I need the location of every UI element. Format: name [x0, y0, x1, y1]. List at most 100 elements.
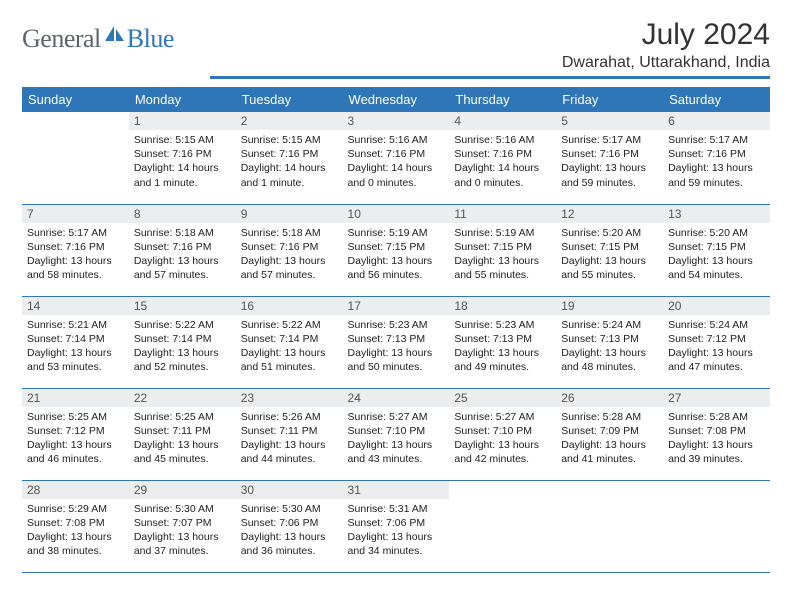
day-cell: 9Sunrise: 5:18 AMSunset: 7:16 PMDaylight… — [236, 204, 343, 296]
day-info: Sunrise: 5:27 AMSunset: 7:10 PMDaylight:… — [449, 407, 556, 472]
day-number: 15 — [129, 297, 236, 315]
day-number: 4 — [449, 112, 556, 130]
day-cell: 30Sunrise: 5:30 AMSunset: 7:06 PMDayligh… — [236, 480, 343, 572]
day-cell: 18Sunrise: 5:23 AMSunset: 7:13 PMDayligh… — [449, 296, 556, 388]
day-info: Sunrise: 5:23 AMSunset: 7:13 PMDaylight:… — [449, 315, 556, 380]
weekday-header: Wednesday — [343, 87, 450, 112]
day-number: 14 — [22, 297, 129, 315]
day-info: Sunrise: 5:22 AMSunset: 7:14 PMDaylight:… — [236, 315, 343, 380]
brand-part-2: Blue — [127, 24, 174, 54]
calendar-row: 14Sunrise: 5:21 AMSunset: 7:14 PMDayligh… — [22, 296, 770, 388]
day-number: 3 — [343, 112, 450, 130]
day-cell: 17Sunrise: 5:23 AMSunset: 7:13 PMDayligh… — [343, 296, 450, 388]
day-number: 21 — [22, 389, 129, 407]
day-cell: 26Sunrise: 5:28 AMSunset: 7:09 PMDayligh… — [556, 388, 663, 480]
day-number: 29 — [129, 481, 236, 499]
day-info: Sunrise: 5:21 AMSunset: 7:14 PMDaylight:… — [22, 315, 129, 380]
day-cell: 4Sunrise: 5:16 AMSunset: 7:16 PMDaylight… — [449, 112, 556, 204]
day-info: Sunrise: 5:16 AMSunset: 7:16 PMDaylight:… — [449, 130, 556, 195]
empty-cell: . — [22, 112, 129, 204]
day-cell: 19Sunrise: 5:24 AMSunset: 7:13 PMDayligh… — [556, 296, 663, 388]
brand-part-1: General — [22, 24, 101, 54]
month-title: July 2024 — [210, 18, 770, 52]
day-info: Sunrise: 5:18 AMSunset: 7:16 PMDaylight:… — [129, 223, 236, 288]
calendar-row: .1Sunrise: 5:15 AMSunset: 7:16 PMDayligh… — [22, 112, 770, 204]
day-info: Sunrise: 5:18 AMSunset: 7:16 PMDaylight:… — [236, 223, 343, 288]
day-cell: 21Sunrise: 5:25 AMSunset: 7:12 PMDayligh… — [22, 388, 129, 480]
calendar-row: 21Sunrise: 5:25 AMSunset: 7:12 PMDayligh… — [22, 388, 770, 480]
day-cell: 7Sunrise: 5:17 AMSunset: 7:16 PMDaylight… — [22, 204, 129, 296]
day-number: 24 — [343, 389, 450, 407]
day-number: 28 — [22, 481, 129, 499]
day-info: Sunrise: 5:15 AMSunset: 7:16 PMDaylight:… — [129, 130, 236, 195]
empty-cell: . — [449, 480, 556, 572]
day-info: Sunrise: 5:19 AMSunset: 7:15 PMDaylight:… — [343, 223, 450, 288]
day-cell: 31Sunrise: 5:31 AMSunset: 7:06 PMDayligh… — [343, 480, 450, 572]
title-block: July 2024 Dwarahat, Uttarakhand, India — [210, 18, 770, 79]
weekday-header: Saturday — [663, 87, 770, 112]
day-info: Sunrise: 5:20 AMSunset: 7:15 PMDaylight:… — [663, 223, 770, 288]
weekday-header: Sunday — [22, 87, 129, 112]
day-cell: 25Sunrise: 5:27 AMSunset: 7:10 PMDayligh… — [449, 388, 556, 480]
day-cell: 3Sunrise: 5:16 AMSunset: 7:16 PMDaylight… — [343, 112, 450, 204]
day-info: Sunrise: 5:19 AMSunset: 7:15 PMDaylight:… — [449, 223, 556, 288]
weekday-header: Tuesday — [236, 87, 343, 112]
day-number: 17 — [343, 297, 450, 315]
calendar-body: .1Sunrise: 5:15 AMSunset: 7:16 PMDayligh… — [22, 112, 770, 572]
calendar-row: 28Sunrise: 5:29 AMSunset: 7:08 PMDayligh… — [22, 480, 770, 572]
weekday-header: Thursday — [449, 87, 556, 112]
day-number: 1 — [129, 112, 236, 130]
day-number: 7 — [22, 205, 129, 223]
brand-logo: General Blue — [22, 24, 174, 54]
weekday-header: Friday — [556, 87, 663, 112]
day-cell: 29Sunrise: 5:30 AMSunset: 7:07 PMDayligh… — [129, 480, 236, 572]
weekday-header: Monday — [129, 87, 236, 112]
day-cell: 20Sunrise: 5:24 AMSunset: 7:12 PMDayligh… — [663, 296, 770, 388]
day-info: Sunrise: 5:23 AMSunset: 7:13 PMDaylight:… — [343, 315, 450, 380]
sail-icon — [105, 26, 125, 47]
day-cell: 11Sunrise: 5:19 AMSunset: 7:15 PMDayligh… — [449, 204, 556, 296]
day-cell: 6Sunrise: 5:17 AMSunset: 7:16 PMDaylight… — [663, 112, 770, 204]
day-cell: 23Sunrise: 5:26 AMSunset: 7:11 PMDayligh… — [236, 388, 343, 480]
day-number: 13 — [663, 205, 770, 223]
day-number: 18 — [449, 297, 556, 315]
day-number: 6 — [663, 112, 770, 130]
day-info: Sunrise: 5:17 AMSunset: 7:16 PMDaylight:… — [22, 223, 129, 288]
day-cell: 12Sunrise: 5:20 AMSunset: 7:15 PMDayligh… — [556, 204, 663, 296]
day-number: 25 — [449, 389, 556, 407]
day-cell: 2Sunrise: 5:15 AMSunset: 7:16 PMDaylight… — [236, 112, 343, 204]
day-info: Sunrise: 5:16 AMSunset: 7:16 PMDaylight:… — [343, 130, 450, 195]
day-info: Sunrise: 5:28 AMSunset: 7:08 PMDaylight:… — [663, 407, 770, 472]
day-number: 12 — [556, 205, 663, 223]
day-info: Sunrise: 5:30 AMSunset: 7:06 PMDaylight:… — [236, 499, 343, 564]
day-number: 27 — [663, 389, 770, 407]
day-cell: 15Sunrise: 5:22 AMSunset: 7:14 PMDayligh… — [129, 296, 236, 388]
day-number: 10 — [343, 205, 450, 223]
day-cell: 28Sunrise: 5:29 AMSunset: 7:08 PMDayligh… — [22, 480, 129, 572]
day-info: Sunrise: 5:24 AMSunset: 7:13 PMDaylight:… — [556, 315, 663, 380]
day-info: Sunrise: 5:20 AMSunset: 7:15 PMDaylight:… — [556, 223, 663, 288]
day-cell: 22Sunrise: 5:25 AMSunset: 7:11 PMDayligh… — [129, 388, 236, 480]
empty-cell: . — [663, 480, 770, 572]
day-number: 20 — [663, 297, 770, 315]
header: General Blue July 2024 Dwarahat, Uttarak… — [22, 18, 770, 79]
day-number: 2 — [236, 112, 343, 130]
day-cell: 16Sunrise: 5:22 AMSunset: 7:14 PMDayligh… — [236, 296, 343, 388]
day-number: 19 — [556, 297, 663, 315]
day-info: Sunrise: 5:25 AMSunset: 7:11 PMDaylight:… — [129, 407, 236, 472]
day-cell: 13Sunrise: 5:20 AMSunset: 7:15 PMDayligh… — [663, 204, 770, 296]
day-cell: 5Sunrise: 5:17 AMSunset: 7:16 PMDaylight… — [556, 112, 663, 204]
day-cell: 1Sunrise: 5:15 AMSunset: 7:16 PMDaylight… — [129, 112, 236, 204]
day-cell: 27Sunrise: 5:28 AMSunset: 7:08 PMDayligh… — [663, 388, 770, 480]
weekday-header-row: SundayMondayTuesdayWednesdayThursdayFrid… — [22, 87, 770, 112]
day-number: 23 — [236, 389, 343, 407]
location-label: Dwarahat, Uttarakhand, India — [210, 54, 770, 79]
day-number: 31 — [343, 481, 450, 499]
day-cell: 14Sunrise: 5:21 AMSunset: 7:14 PMDayligh… — [22, 296, 129, 388]
day-info: Sunrise: 5:22 AMSunset: 7:14 PMDaylight:… — [129, 315, 236, 380]
day-info: Sunrise: 5:17 AMSunset: 7:16 PMDaylight:… — [663, 130, 770, 195]
day-info: Sunrise: 5:30 AMSunset: 7:07 PMDaylight:… — [129, 499, 236, 564]
calendar-table: SundayMondayTuesdayWednesdayThursdayFrid… — [22, 87, 770, 573]
day-info: Sunrise: 5:15 AMSunset: 7:16 PMDaylight:… — [236, 130, 343, 195]
day-number: 30 — [236, 481, 343, 499]
